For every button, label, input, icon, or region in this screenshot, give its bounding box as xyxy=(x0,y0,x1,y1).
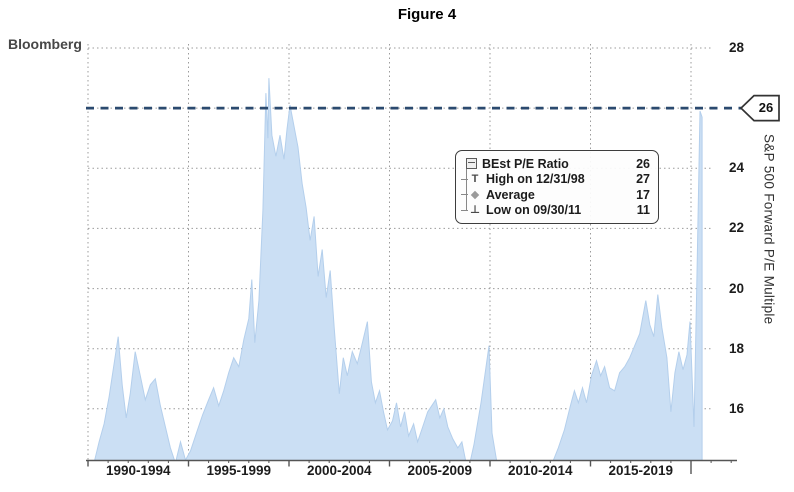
x-axis-tick-label: 2015-2019 xyxy=(608,463,674,478)
tree-stub xyxy=(461,194,468,196)
average-marker-icon xyxy=(468,190,482,199)
tree-stub xyxy=(461,178,468,180)
y-axis-tick-label: 24 xyxy=(728,160,744,176)
tree-stub xyxy=(461,209,468,211)
legend-value: 27 xyxy=(636,172,650,187)
x-axis-tick-label: 1990-1994 xyxy=(105,463,171,478)
legend-box[interactable]: BEst P/E Ratio 26 T High on 12/31/98 27 … xyxy=(455,150,659,224)
y-axis-tick-label: 28 xyxy=(728,40,744,55)
x-axis-tick-label: 2005-2009 xyxy=(407,463,473,478)
figure-title: Figure 4 xyxy=(397,6,457,23)
pe-area-series xyxy=(94,78,703,460)
y-axis-tick-label: 22 xyxy=(728,220,744,236)
last-value-tag-shape xyxy=(739,94,780,122)
legend-value: 11 xyxy=(636,203,650,218)
low-marker-icon: ⊥ xyxy=(469,204,481,217)
legend-row-high: T High on 12/31/98 27 xyxy=(461,172,650,188)
y-axis-tick-label: 20 xyxy=(728,280,744,296)
legend-label: Average xyxy=(486,187,535,202)
high-marker-icon: T xyxy=(471,173,479,186)
last-value-tag: 26 xyxy=(758,99,774,115)
y-axis-title: S&P 500 Forward P/E Multiple xyxy=(761,134,777,325)
collapse-box-icon[interactable] xyxy=(464,158,478,170)
legend-value: 17 xyxy=(636,187,650,202)
x-axis-tick-label: 2010-2014 xyxy=(507,463,573,478)
legend-label: Low on 09/30/11 xyxy=(486,203,582,218)
legend-label: BEst P/E Ratio xyxy=(482,156,569,171)
legend-row-best-pe: BEst P/E Ratio 26 xyxy=(461,156,650,172)
x-axis-tick-label: 2000-2004 xyxy=(306,463,372,478)
legend-label: High on 12/31/98 xyxy=(486,172,585,187)
y-axis-tick-label: 18 xyxy=(728,340,744,356)
legend-value: 26 xyxy=(636,156,650,171)
legend-tree-line xyxy=(466,163,467,210)
legend-row-low: ⊥ Low on 09/30/11 11 xyxy=(461,203,650,219)
legend-row-average: Average 17 xyxy=(461,187,650,203)
source-label: Bloomberg xyxy=(8,36,82,52)
x-axis-tick-label: 1995-1999 xyxy=(206,463,272,478)
y-axis-tick-label: 16 xyxy=(728,400,744,416)
